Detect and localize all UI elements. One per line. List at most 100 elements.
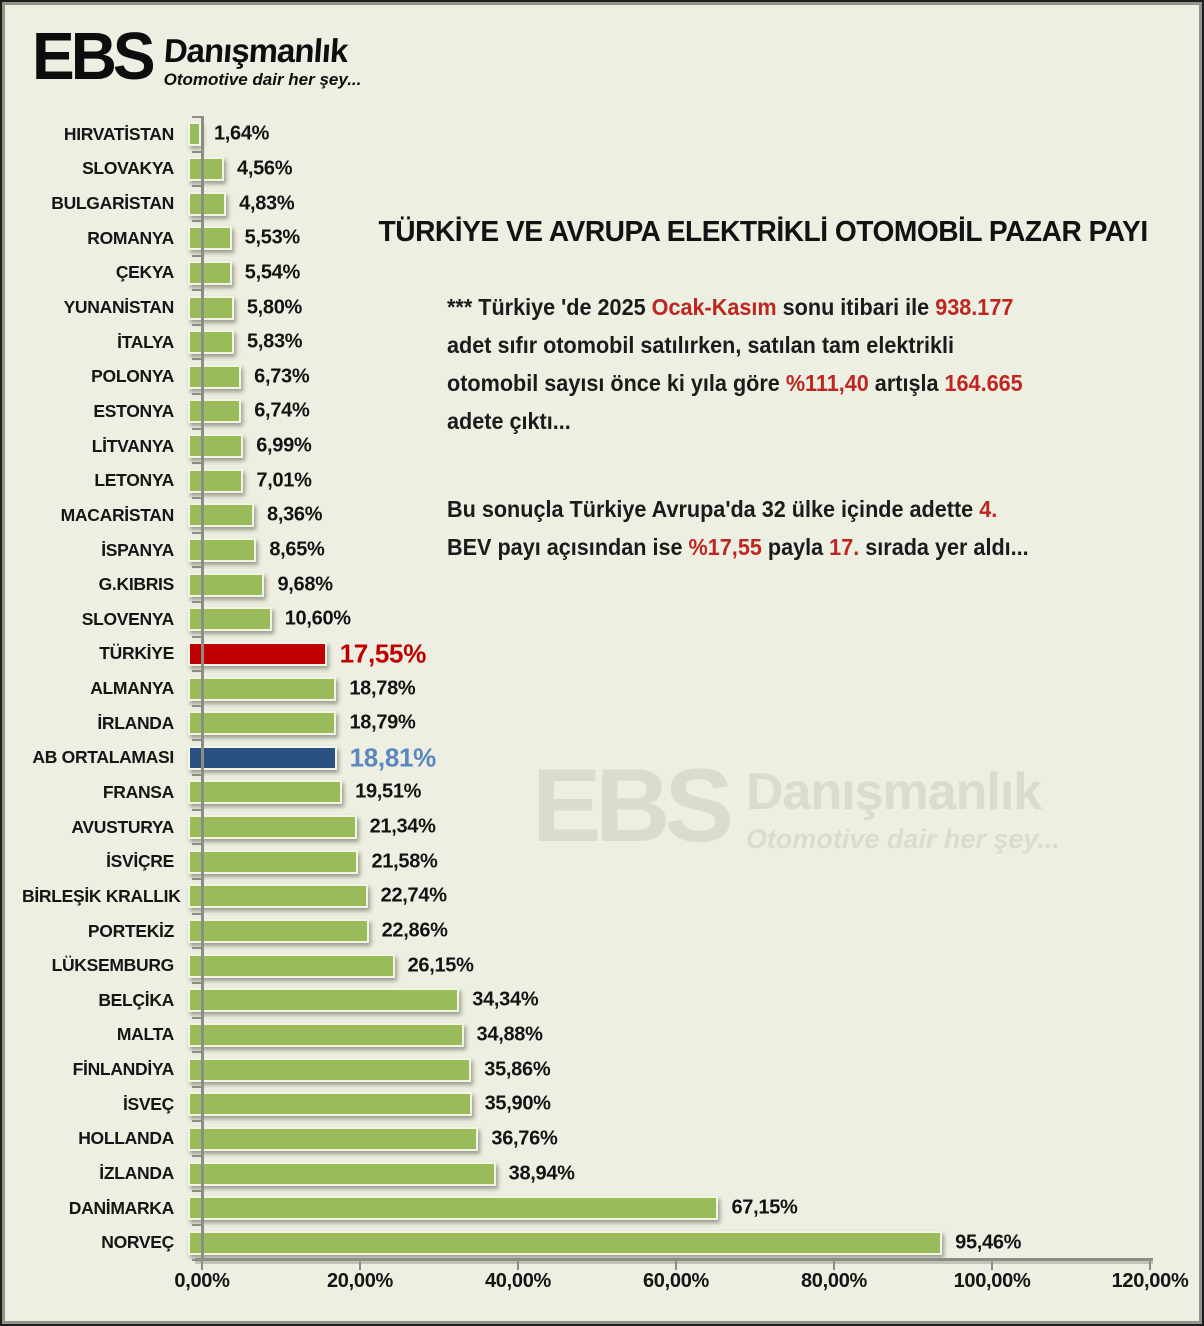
value-label: 67,15%	[731, 1196, 798, 1219]
bar	[188, 260, 232, 285]
bar	[188, 884, 368, 909]
chart-row: İSVEÇ 35,90%	[22, 1087, 1150, 1122]
annotation-line: BEV payı açısından ise %17,55 payla 17. …	[447, 528, 1029, 566]
country-label: HIRVATİSTAN	[63, 123, 174, 144]
x-axis-tick-label: 80,00%	[800, 1270, 868, 1292]
country-label: AVUSTURYA	[71, 816, 174, 837]
value-label: 18,81%	[349, 742, 437, 773]
y-axis-tick	[192, 531, 201, 534]
highlighted-figure: %111,40	[785, 370, 869, 396]
chart-row: HOLLANDA 36,76%	[22, 1122, 1150, 1157]
bar-track: 5,83%	[188, 325, 1136, 360]
bar-track: 36,76%	[188, 1122, 1136, 1157]
x-axis-tick	[1149, 1261, 1151, 1270]
bar-track: 18,79%	[188, 706, 1136, 741]
x-axis-tick-label: 40,00%	[484, 1270, 552, 1292]
country-label: İSVİÇRE	[106, 851, 174, 872]
y-axis-tick	[192, 1016, 201, 1019]
bar-track: 34,34%	[188, 983, 1136, 1018]
country-label: POLONYA	[91, 366, 174, 387]
country-label: BİRLEŞİK KRALLIK	[22, 885, 181, 906]
bar-track: 19,51%	[188, 775, 1136, 810]
chart-row: FRANSA 19,51%	[22, 775, 1150, 810]
y-axis-tick	[192, 1120, 201, 1123]
y-axis-tick	[192, 393, 201, 396]
bar	[188, 988, 460, 1013]
y-axis-tick	[192, 1224, 201, 1227]
chart-row: BELÇİKA 34,34%	[22, 983, 1150, 1018]
annotation-paragraph-1: *** Türkiye 'de 2025 Ocak-Kasım sonu iti…	[447, 288, 1059, 440]
y-axis-tick	[192, 289, 201, 292]
y-axis-tick	[192, 635, 201, 638]
chart-row: DANİMARKA 67,15%	[22, 1191, 1150, 1226]
country-label: İSVEÇ	[122, 1093, 174, 1114]
chart-row: İTALYA 5,83%	[22, 325, 1150, 360]
value-label: 34,88%	[476, 1023, 543, 1046]
bar	[188, 1126, 479, 1151]
y-axis-tick	[192, 1051, 201, 1054]
country-label: DANİMARKA	[68, 1197, 175, 1218]
country-label: HOLLANDA	[78, 1128, 174, 1149]
bar-track: 5,53%	[188, 221, 1136, 256]
country-label: YUNANİSTAN	[63, 297, 175, 318]
value-label: 21,58%	[371, 850, 438, 873]
bar-track: 4,83%	[188, 186, 1136, 221]
chart-row: HIRVATİSTAN 1,64%	[22, 117, 1150, 152]
highlighted-figure: %17,55	[688, 534, 762, 560]
brand-logo-mark: EBS	[32, 18, 156, 94]
annotation-line: *** Türkiye 'de 2025 Ocak-Kasım sonu iti…	[447, 288, 1023, 326]
x-axis-tick	[991, 1261, 993, 1270]
highlighted-figure: Ocak-Kasım	[651, 294, 777, 320]
y-axis-tick	[192, 600, 201, 603]
chart-row: SLOVAKYA 4,56%	[22, 152, 1150, 187]
annotation-line: otomobil sayısı önce ki yıla göre %111,4…	[447, 364, 1023, 402]
bar-track: 9,68%	[188, 567, 1136, 602]
bar	[188, 919, 369, 944]
x-axis-tick-label: 120,00%	[1111, 1270, 1189, 1292]
value-label: 35,86%	[484, 1058, 551, 1081]
value-label: 4,83%	[239, 192, 295, 215]
chart-row: YUNANİSTAN 5,80%	[22, 290, 1150, 325]
value-label: 7,01%	[256, 469, 312, 492]
annotation-text: sonu itibari ile	[776, 294, 936, 320]
chart-row: İRLANDA 18,79%	[22, 706, 1150, 741]
highlighted-figure: 164.665	[944, 370, 1023, 396]
value-label: 5,54%	[244, 261, 301, 284]
y-axis-tick	[192, 739, 201, 742]
bar-track: 18,81%	[188, 741, 1136, 776]
bar	[188, 849, 359, 874]
chart-title: TÜRKİYE VE AVRUPA ELEKTRİKLİ OTOMOBİL PA…	[378, 216, 1149, 248]
country-label: ÇEKYA	[115, 262, 174, 283]
bar-track: 6,74%	[188, 394, 1136, 429]
country-label: BULGARİSTAN	[51, 193, 174, 214]
value-label: 19,51%	[355, 780, 422, 803]
annotation-line: adet sıfır otomobil satılırken, satılan …	[447, 326, 1023, 364]
brand-name: Danışmanlık	[162, 32, 349, 69]
bar	[188, 156, 225, 181]
bar-track: 67,15%	[188, 1191, 1136, 1226]
y-axis-tick	[192, 1189, 201, 1192]
bar-track: 18,78%	[188, 671, 1136, 706]
chart-row: SLOVENYA 10,60%	[22, 602, 1150, 637]
annotation-text: otomobil sayısı önce ki yıla göre	[447, 370, 786, 396]
chart-row: ÇEKYA 5,54%	[22, 256, 1150, 291]
bar-track: 10,60%	[188, 602, 1136, 637]
bar-track: 5,54%	[188, 256, 1136, 291]
bar	[188, 538, 257, 562]
y-axis-tick	[192, 981, 201, 984]
bar-track: 38,94%	[188, 1156, 1136, 1191]
country-label: ESTONYA	[93, 400, 174, 421]
bar	[188, 745, 337, 770]
value-label: 5,83%	[247, 330, 303, 353]
highlighted-figure: 17.	[829, 534, 860, 560]
bar	[188, 191, 227, 216]
y-axis-tick	[192, 1155, 201, 1158]
value-label: 8,65%	[269, 538, 325, 561]
annotation-text: adete çıktı...	[447, 408, 571, 434]
chart-row: FİNLANDİYA 35,86%	[22, 1052, 1150, 1087]
country-label: LÜKSEMBURG	[51, 955, 175, 976]
bar	[188, 503, 255, 528]
brand-tagline: Otomotive dair her şey...	[163, 70, 362, 89]
x-axis-tick-label: 20,00%	[326, 1270, 394, 1292]
